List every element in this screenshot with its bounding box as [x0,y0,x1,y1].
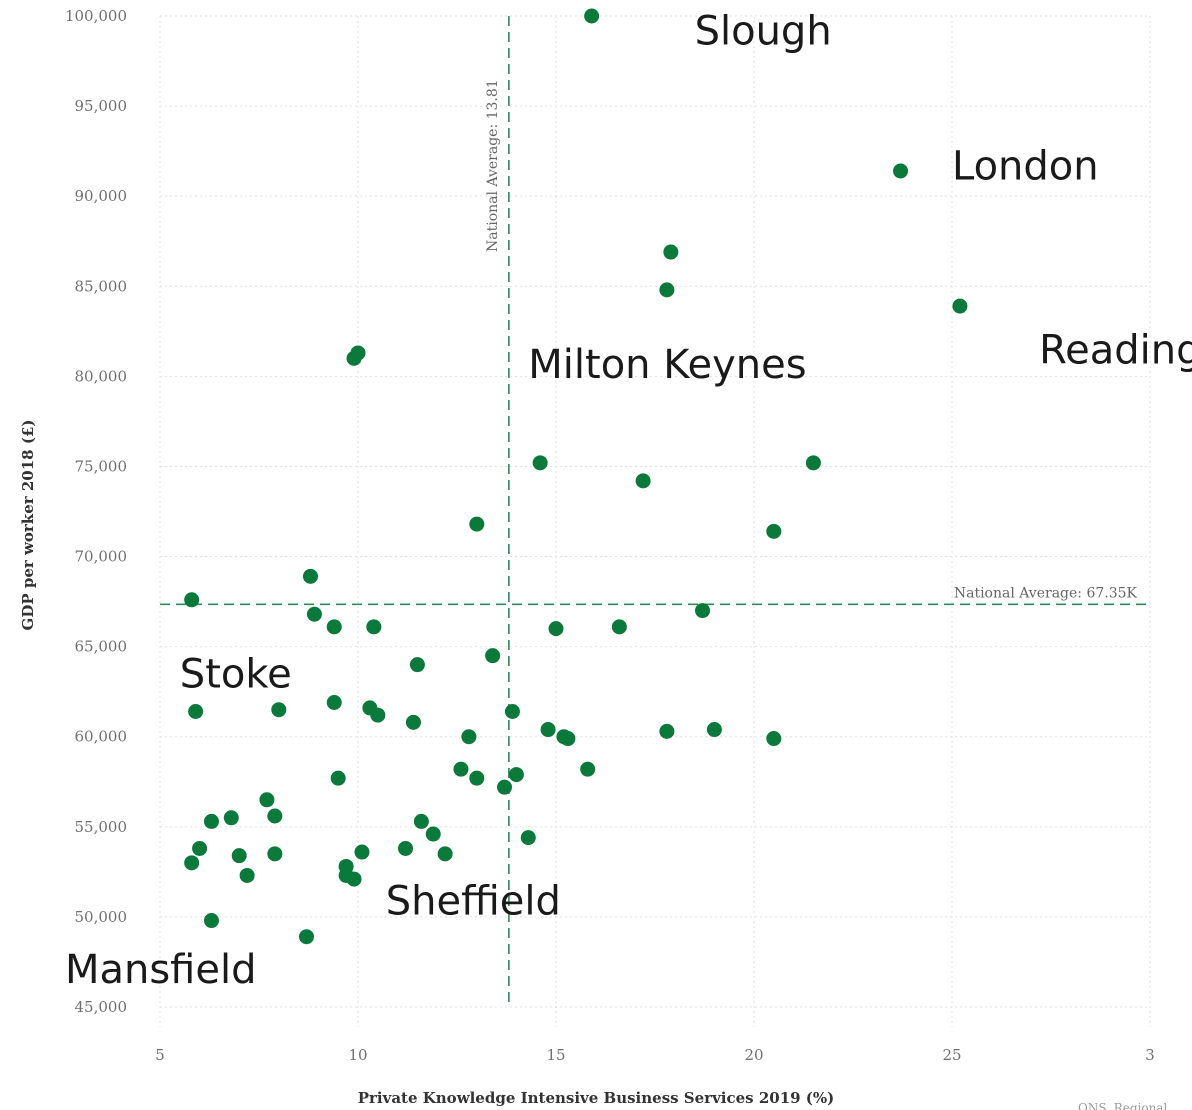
y-tick-label: 75,000 [75,457,128,475]
y-tick-label: 95,000 [75,97,128,115]
data-point [425,826,441,842]
city-label: Stoke [180,652,292,698]
data-point [532,455,548,471]
data-point [398,840,414,856]
y-tick-label: 45,000 [75,998,128,1016]
data-point [203,913,219,929]
source-note: ONS, Regional [1078,1101,1168,1110]
data-point [203,813,219,829]
data-point [548,621,564,637]
data-point [508,767,524,783]
data-point [409,657,425,673]
y-tick-label: 90,000 [75,187,128,205]
data-point [299,929,315,945]
data-point [259,792,275,808]
data-point [659,282,675,298]
city-label: Slough [695,8,832,54]
y-tick-label: 65,000 [75,638,128,656]
data-point [267,808,283,824]
data-point [766,523,782,539]
y-tick-label: 60,000 [75,728,128,746]
grid-layer [159,15,1151,1027]
data-point [584,8,600,24]
data-point [461,729,477,745]
data-point [366,619,382,635]
data-point [306,606,322,622]
y-tick-label: 80,000 [75,367,128,385]
y-tick-label: 70,000 [75,548,128,566]
x-tick-label: 20 [744,1046,763,1064]
data-point [184,855,200,871]
x-tick-label: 25 [942,1046,961,1064]
y-tick-label: 50,000 [75,908,128,926]
city-label: London [952,144,1099,190]
x-axis-title: Private Knowledge Intensive Business Ser… [358,1089,835,1107]
data-point [330,770,346,786]
data-point [695,603,711,619]
x-tick-label: 5 [155,1046,165,1064]
data-point [805,455,821,471]
data-point [192,840,208,856]
data-point [271,702,287,718]
city-label: Mansfield [65,947,257,993]
data-point [663,244,679,260]
data-point [659,723,675,739]
data-point [302,568,318,584]
data-point [188,704,204,720]
data-point [766,731,782,747]
x-reference-label: National Average: 13.81 [485,79,501,252]
data-point [326,619,342,635]
data-point [346,871,362,887]
y-axis-ticks: 45,000 50,000 55,000 60,000 65,000 70,000 75,0… [65,7,127,1016]
data-point [223,810,239,826]
reference-lines: National Average: 13.81 National Average:… [160,16,1150,1007]
data-point [635,473,651,489]
y-reference-label: National Average: 67.35K [954,585,1138,601]
data-points [184,8,968,945]
data-point [326,694,342,710]
data-point [350,345,366,361]
data-point [437,846,453,862]
y-tick-label: 100,000 [65,7,127,25]
data-point [580,761,596,777]
data-point [405,714,421,730]
data-point [267,846,283,862]
data-point [504,704,520,720]
city-annotations: Slough London Milton Keynes Reading Stoke She… [65,8,1192,993]
city-label: Reading [1039,327,1192,373]
x-axis-ticks: 5 10 15 20 25 3 [155,1046,1155,1064]
data-point [239,867,255,883]
data-point [469,516,485,532]
data-point [469,770,485,786]
y-tick-label: 85,000 [75,277,128,295]
data-point [453,761,469,777]
data-point [952,298,968,314]
data-point [497,779,513,795]
y-tick-label: 55,000 [75,818,128,836]
x-tick-label: 3 [1145,1046,1155,1064]
data-point [893,163,909,179]
x-tick-label: 15 [546,1046,565,1064]
data-point [560,731,576,747]
data-point [370,707,386,723]
data-point [184,592,200,608]
data-point [485,648,501,664]
data-point [706,722,722,738]
data-point [540,722,556,738]
city-label: Sheffield [386,879,561,925]
data-point [354,844,370,860]
data-point [413,813,429,829]
city-label: Milton Keynes [528,342,806,388]
data-point [231,848,247,864]
y-axis-title: GDP per worker 2018 (£) [19,420,37,631]
data-point [611,619,627,635]
data-point [520,830,536,846]
x-tick-label: 10 [348,1046,367,1064]
